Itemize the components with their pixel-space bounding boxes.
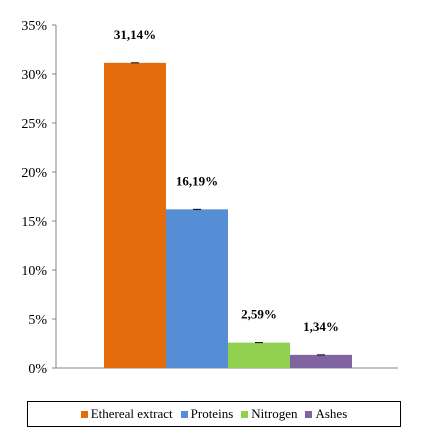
- y-tick-label: 30%: [21, 68, 47, 83]
- bar-proteins: [166, 209, 228, 368]
- y-tick-label: 15%: [21, 215, 47, 230]
- data-label: 2,59%: [241, 307, 277, 322]
- data-label: 1,34%: [303, 319, 339, 334]
- legend-item: Nitrogen: [241, 406, 297, 422]
- y-tick-label: 10%: [21, 264, 47, 279]
- legend-item: Ethereal extract: [80, 406, 173, 422]
- legend-label: Ashes: [315, 406, 348, 421]
- data-labels: 31,14% 16,19% 2,59% 1,34%: [114, 27, 339, 334]
- legend-swatch: [80, 410, 88, 418]
- y-axis: 0% 5% 10% 15% 20% 25% 30% 35%: [21, 19, 398, 377]
- bars: [104, 62, 352, 368]
- bar-ashes: [290, 354, 352, 368]
- legend-swatch: [305, 410, 313, 418]
- legend-item: Proteins: [180, 406, 234, 422]
- y-tick-label: 20%: [21, 166, 47, 181]
- y-tick-label: 5%: [28, 313, 47, 328]
- y-tick-label: 0%: [28, 362, 47, 377]
- data-label: 16,19%: [176, 173, 218, 188]
- bar-chart: 0% 5% 10% 15% 20% 25% 30% 35% 31,14% 16,19% 2,59%…: [21, 19, 398, 377]
- y-tick-label: 35%: [21, 19, 47, 34]
- legend: Ethereal extract Proteins Nitrogen Ashes: [27, 401, 401, 427]
- data-label: 31,14%: [114, 27, 156, 42]
- legend-label: Ethereal extract: [90, 406, 173, 421]
- legend-swatch: [241, 410, 249, 418]
- legend-label: Nitrogen: [251, 406, 298, 421]
- bar-nitrogen: [228, 342, 290, 368]
- bar-ethereal-extract: [104, 62, 166, 368]
- legend-item: Ashes: [305, 406, 347, 422]
- y-tick-label: 25%: [21, 117, 47, 132]
- legend-swatch: [180, 410, 188, 418]
- legend-label: Proteins: [190, 406, 234, 421]
